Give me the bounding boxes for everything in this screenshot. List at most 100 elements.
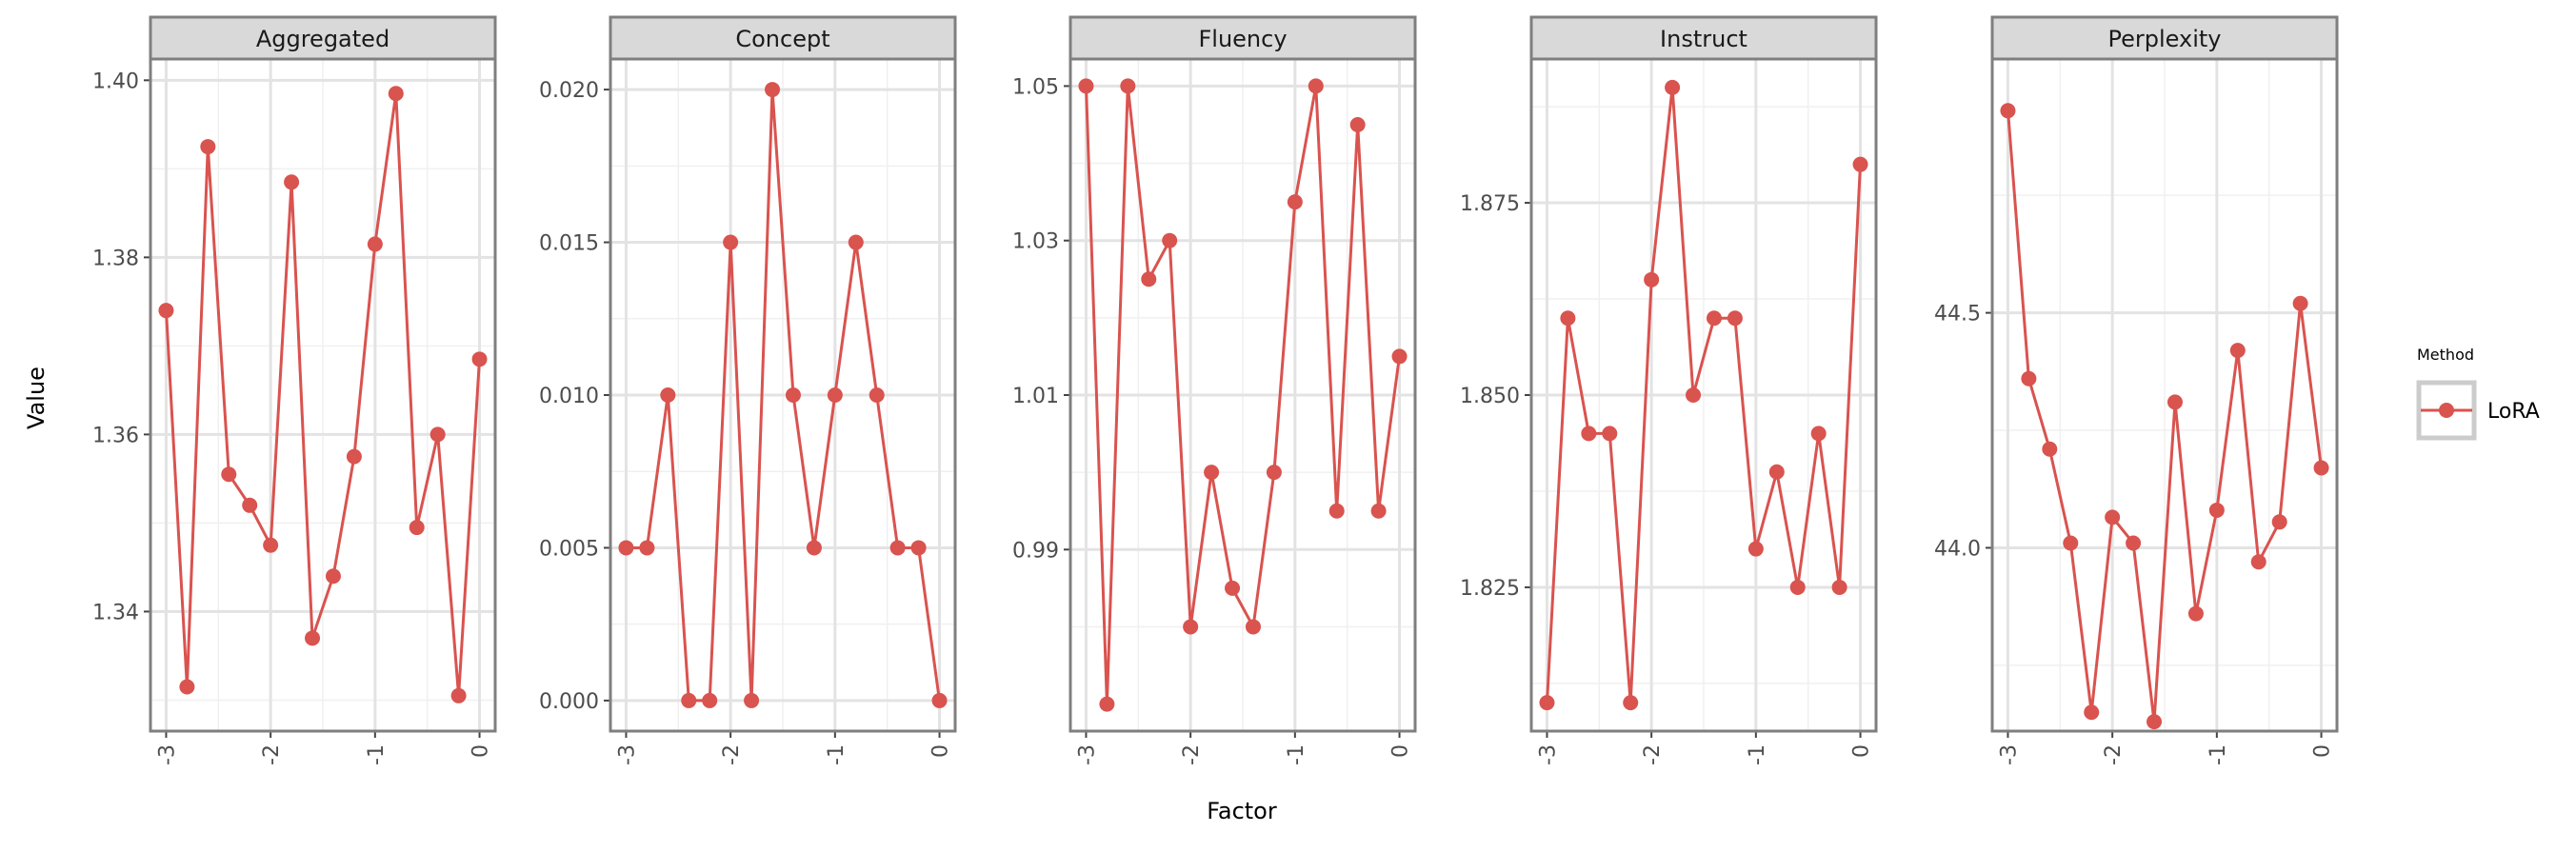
x-tick-label: -3 <box>615 744 639 765</box>
data-point <box>1183 619 1199 635</box>
x-tick-label: -1 <box>1285 744 1308 765</box>
data-point <box>2229 343 2246 359</box>
data-point <box>1852 156 1868 172</box>
facet-strip <box>609 15 957 61</box>
x-tick-label: -2 <box>1641 744 1665 765</box>
data-point <box>806 540 822 556</box>
data-point <box>1078 78 1094 94</box>
panel-perplexity: Perplexity -3 -2 -1 0 44.0 44.5 <box>1934 15 2339 765</box>
y-tick-label: 1.850 <box>1460 385 1520 408</box>
panel-instruct: Instruct -3 -2 -1 0 1.825 1.850 1.875 <box>1460 15 1878 765</box>
legend-title: Method <box>2417 346 2474 364</box>
data-point <box>367 236 383 252</box>
y-tick-label: 0.010 <box>539 385 599 408</box>
data-point <box>1162 232 1178 248</box>
data-point <box>1768 464 1785 480</box>
y-tick-label: 1.36 <box>92 424 139 447</box>
facet-strip <box>1990 15 2339 61</box>
data-point <box>2187 605 2204 622</box>
data-point <box>848 234 864 250</box>
legend-label-lora: LoRA <box>2487 400 2540 424</box>
data-point <box>2147 714 2163 730</box>
data-point <box>1747 541 1764 557</box>
y-tick-label: 1.34 <box>92 601 139 624</box>
data-point <box>263 537 279 553</box>
y-tick-label: 0.99 <box>1012 539 1059 563</box>
data-point <box>1225 580 1241 596</box>
y-tick-label: 44.5 <box>1934 303 1981 327</box>
x-tick-label: -3 <box>1997 744 2021 765</box>
data-point <box>1539 695 1555 711</box>
data-point <box>660 387 676 403</box>
panel-fluency: Fluency -3 -2 -1 0 0.99 1.01 1.03 1.05 <box>1012 15 1417 765</box>
data-point <box>1560 310 1576 327</box>
x-tick-label: -1 <box>1746 744 1769 765</box>
data-point <box>2063 535 2079 551</box>
series-line-lora <box>626 88 941 703</box>
data-point <box>388 86 404 102</box>
data-point <box>1141 271 1157 287</box>
x-axis-title: Factor <box>1207 798 1277 824</box>
panel-border <box>1068 57 1417 733</box>
data-point <box>450 687 467 703</box>
data-point <box>200 139 216 155</box>
x-tick-label: -1 <box>365 744 389 765</box>
x-tick-label: -1 <box>825 744 849 765</box>
y-tick-label: 1.03 <box>1012 230 1059 254</box>
data-point <box>2042 441 2058 457</box>
data-point <box>1789 579 1806 595</box>
data-point <box>869 387 885 403</box>
data-point <box>827 387 843 403</box>
panel-border <box>609 57 957 733</box>
facet-strip <box>1068 15 1417 61</box>
x-tick-label: 0 <box>1389 744 1413 758</box>
data-point <box>1665 79 1681 95</box>
data-point <box>2000 103 2016 119</box>
data-point <box>1328 503 1345 519</box>
x-tick-label: -3 <box>155 744 179 765</box>
series-line-lora <box>165 91 481 698</box>
y-tick-label: 1.05 <box>1012 75 1059 99</box>
data-point <box>1727 310 1743 327</box>
panel-aggregated: Aggregated -3 -2 -1 0 1.34 1.36 1.38 1.40 <box>92 15 497 765</box>
series-line-lora <box>2007 110 2323 723</box>
data-point <box>2208 502 2225 518</box>
data-point <box>1120 78 1136 94</box>
data-point <box>2084 704 2100 721</box>
data-point <box>1581 426 1597 442</box>
y-tick-label: 1.875 <box>1460 192 1520 216</box>
data-point <box>2021 370 2037 386</box>
x-tick-label: -2 <box>1180 744 1204 765</box>
data-point <box>889 540 906 556</box>
data-point <box>723 234 739 250</box>
x-tick-label: 0 <box>469 744 493 758</box>
y-tick-label: 1.40 <box>92 69 139 93</box>
data-point <box>1623 695 1639 711</box>
data-point <box>2313 460 2329 476</box>
data-point <box>471 351 488 367</box>
data-point <box>2271 514 2287 530</box>
data-point <box>1686 387 1702 403</box>
data-point <box>702 692 718 708</box>
data-point <box>1391 348 1408 365</box>
facet-title: Concept <box>735 26 829 52</box>
data-point <box>931 692 948 708</box>
y-tick-label: 0.020 <box>539 79 599 103</box>
data-point <box>1644 271 1660 287</box>
data-point <box>1204 465 1220 481</box>
data-point <box>910 540 927 556</box>
y-tick-label: 44.0 <box>1934 537 1981 561</box>
x-tick-label: 0 <box>2311 744 2335 758</box>
series-line-lora <box>1085 84 1401 706</box>
legend-key-marker <box>2439 403 2454 418</box>
data-point <box>1831 579 1847 595</box>
x-tick-label: -2 <box>720 744 744 765</box>
panel-border <box>149 57 497 733</box>
x-tick-label: -1 <box>2207 744 2230 765</box>
y-tick-label: 1.825 <box>1460 577 1520 601</box>
data-point <box>1287 194 1303 210</box>
x-tick-label: -3 <box>1075 744 1099 765</box>
data-point <box>158 303 174 319</box>
y-tick-label: 1.01 <box>1012 385 1059 408</box>
